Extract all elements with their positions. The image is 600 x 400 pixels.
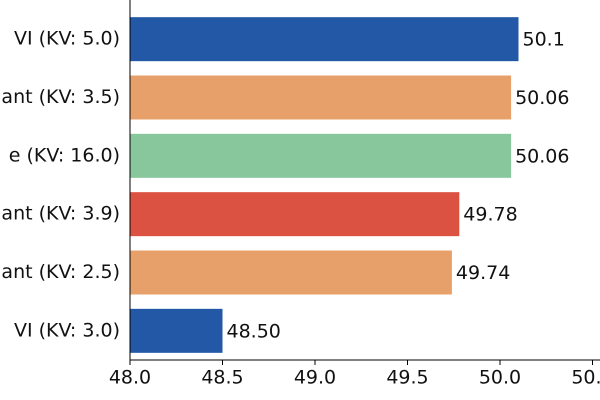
value-label: 49.78 [463,204,517,226]
y-tick-label: e (KV: 16.0) [9,144,120,166]
value-label: 48.50 [227,320,281,342]
x-tick-label: 50.0 [479,367,521,389]
value-label: 50.06 [515,87,569,109]
x-tick-label: 49.5 [386,367,428,389]
value-label: 50.1 [523,29,565,51]
value-label: 49.74 [456,262,510,284]
y-tick-label: VI (KV: 3.0) [14,319,120,341]
bar [130,75,512,120]
x-tick-label: 49.0 [294,367,336,389]
bar [130,192,460,237]
x-tick-label: 48.0 [109,367,151,389]
x-tick-label: 50.5 [571,367,600,389]
bar [130,250,452,295]
value-label: 50.06 [515,145,569,167]
bar [130,133,512,178]
bar [130,308,223,353]
bar [130,17,519,62]
y-tick-label: ant (KV: 3.9) [1,203,120,225]
x-tick-label: 48.5 [201,367,243,389]
y-tick-label: ant (KV: 2.5) [1,261,120,283]
y-tick-label: ant (KV: 3.5) [1,86,120,108]
y-tick-label: VI (KV: 5.0) [14,28,120,50]
